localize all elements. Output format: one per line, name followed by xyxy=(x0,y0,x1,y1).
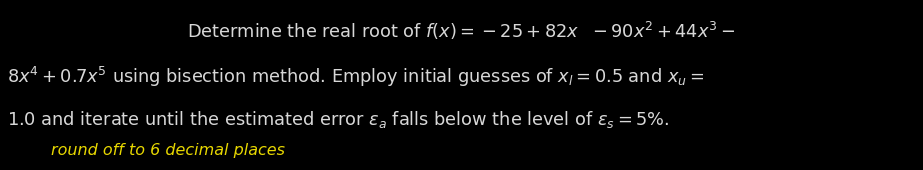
Text: $8x^4 + 0.7x^5$ using bisection method. Employ initial guesses of $x_l = 0.5$ an: $8x^4 + 0.7x^5$ using bisection method. … xyxy=(7,65,705,89)
Text: round off to 6 decimal places: round off to 6 decimal places xyxy=(51,143,285,158)
Text: Determine the real root of $f(x) = -25 + 82x\ \ - 90x^2 + 44x^3 -$: Determine the real root of $f(x) = -25 +… xyxy=(187,20,736,42)
Text: 1.0 and iterate until the estimated error $\varepsilon_a$ falls below the level : 1.0 and iterate until the estimated erro… xyxy=(7,109,670,130)
